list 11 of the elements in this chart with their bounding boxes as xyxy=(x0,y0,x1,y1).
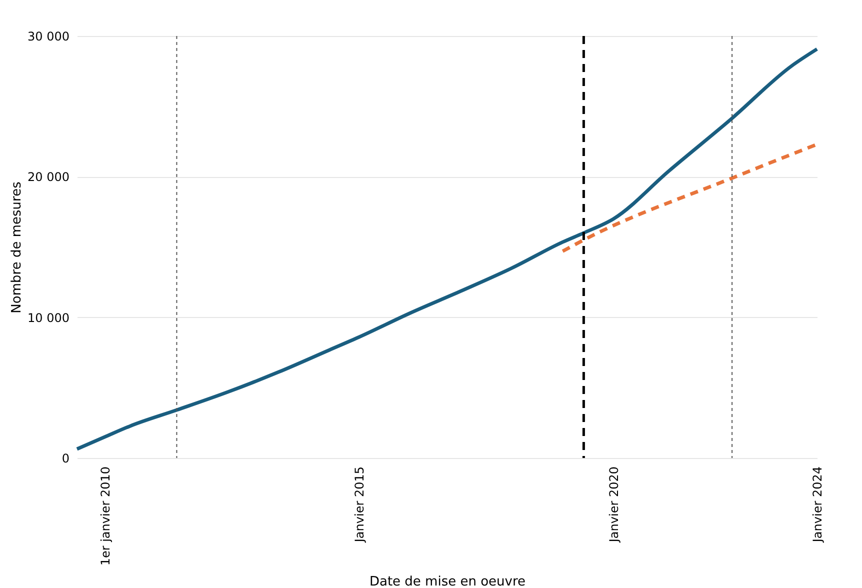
x-tick-label: Janvier 2015 xyxy=(352,466,367,544)
x-tick-label: Janvier 2020 xyxy=(607,466,622,544)
x-tick-label: 1er janvier 2010 xyxy=(98,466,112,566)
line-series xyxy=(75,47,819,451)
x-axis-title: Date de mise en oeuvre xyxy=(369,574,526,588)
y-tick-label: 20 000 xyxy=(28,170,70,184)
y-tick-label: 30 000 xyxy=(28,30,70,44)
y-tick-label: 0 xyxy=(62,452,70,466)
y-tick-label: 10 000 xyxy=(28,310,70,325)
y-axis-title: Nombre de mesures xyxy=(10,181,25,314)
x-tick-label: Janvier 2024 xyxy=(810,466,824,544)
